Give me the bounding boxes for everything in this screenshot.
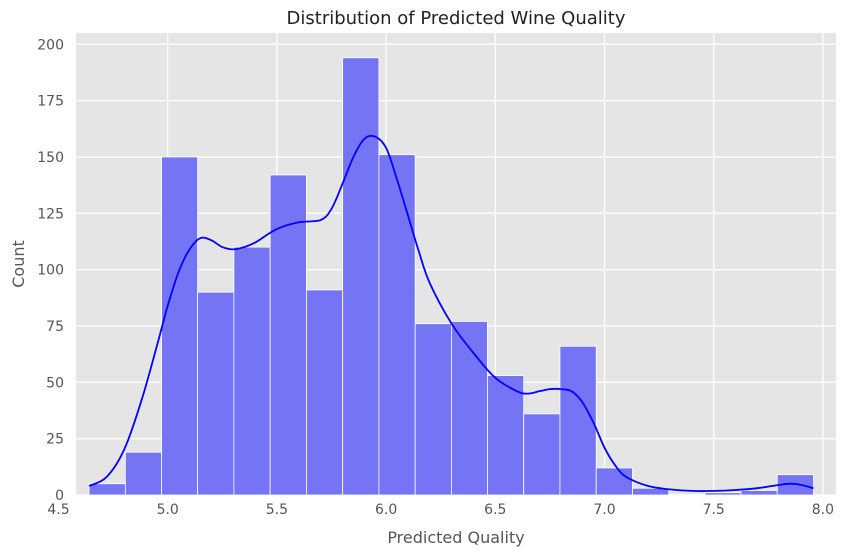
histogram-bar: [269, 174, 307, 496]
histogram-bar: [414, 323, 452, 496]
histogram-bar: [233, 246, 271, 496]
histogram-bar: [632, 487, 670, 496]
kde-line: [88, 134, 814, 492]
y-tick-label: 150: [37, 150, 64, 166]
x-tick-label: 7.5: [703, 502, 725, 518]
histogram-bar: [197, 291, 235, 496]
histogram-bar: [342, 57, 380, 496]
x-tick-label: 4.5: [47, 502, 69, 518]
kde-curve: [88, 134, 814, 492]
bars: [88, 57, 814, 496]
y-axis-label: Count: [9, 240, 28, 288]
y-tick-label: 0: [55, 488, 64, 504]
x-tick-label: 7.0: [593, 502, 615, 518]
x-axis-label: Predicted Quality: [387, 528, 524, 547]
y-tick-label: 125: [37, 206, 64, 222]
x-tick-label: 6.0: [375, 502, 397, 518]
y-tick-label: 200: [37, 37, 64, 53]
chart-title: Distribution of Predicted Wine Quality: [287, 8, 626, 29]
x-axis-ticks: 4.5 5.0 5.5 6.0 6.5 7.0 7.5 8.0: [47, 502, 834, 518]
histogram-bar: [88, 483, 126, 496]
y-tick-label: 175: [37, 94, 64, 110]
y-tick-label: 75: [46, 319, 64, 335]
x-tick-label: 8.0: [812, 502, 834, 518]
histogram-bar: [161, 156, 199, 496]
histogram-bar: [740, 490, 778, 496]
y-tick-label: 100: [37, 263, 64, 279]
x-tick-label: 6.5: [484, 502, 506, 518]
x-tick-label: 5.5: [266, 502, 288, 518]
histogram-bar: [124, 451, 163, 496]
y-tick-label: 50: [46, 375, 64, 391]
histogram-bar: [595, 467, 633, 496]
y-tick-label: 25: [46, 432, 64, 448]
histogram-bar: [704, 492, 742, 496]
histogram-bar: [487, 375, 525, 496]
y-axis-ticks: 0 25 50 75 100 125 150 175 200: [37, 37, 64, 504]
histogram-bar: [306, 289, 344, 496]
histogram-bar: [559, 345, 597, 496]
histogram-bar: [378, 154, 416, 496]
histogram-bar: [451, 321, 488, 496]
x-tick-label: 5.0: [157, 502, 179, 518]
histogram-bar: [523, 413, 561, 496]
